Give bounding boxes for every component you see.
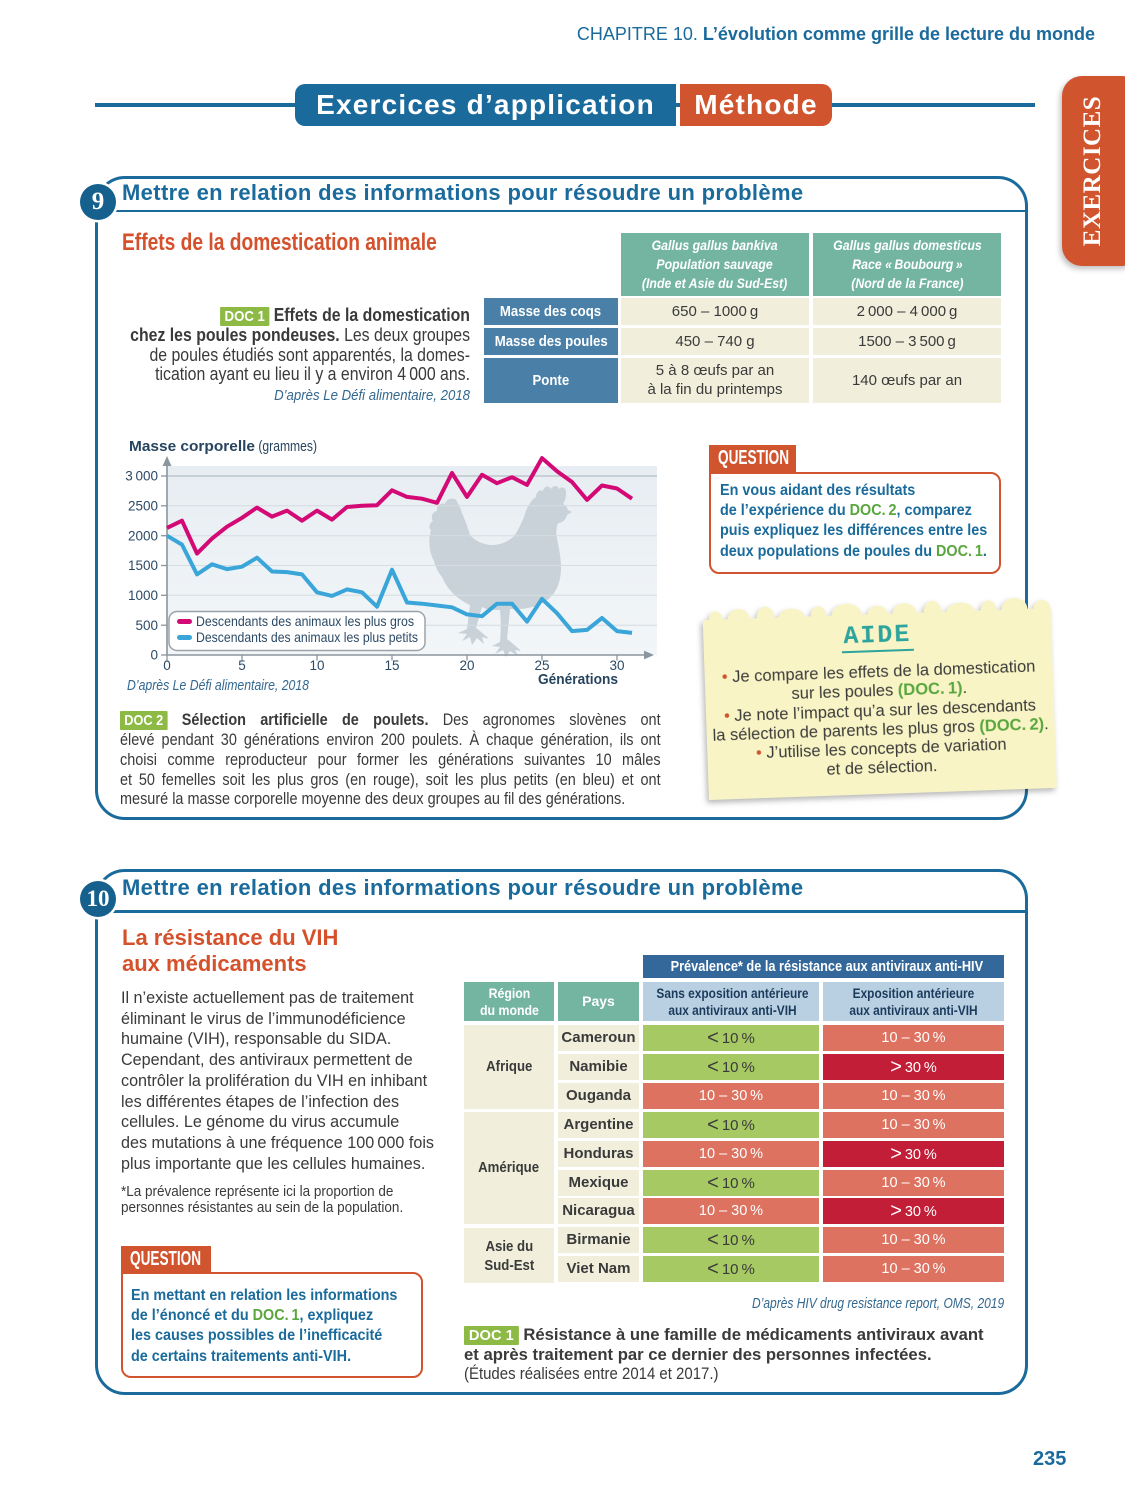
svg-text:500: 500: [135, 618, 158, 633]
svg-text:25: 25: [534, 658, 549, 673]
svg-text:1500: 1500: [128, 558, 158, 573]
svg-text:30: 30: [609, 658, 624, 673]
svg-text:20: 20: [459, 658, 474, 673]
svg-text:2000: 2000: [128, 528, 158, 543]
svg-text:Descendants des animaux les pl: Descendants des animaux les plus gros: [196, 613, 414, 629]
svg-text:D’après Le Défi alimentaire, 2: D’après Le Défi alimentaire, 2018: [127, 677, 310, 694]
svg-text:2500: 2500: [128, 499, 158, 514]
svg-text:3 000: 3 000: [125, 469, 158, 484]
svg-text:15: 15: [384, 658, 399, 673]
svg-text:Générations: Générations: [538, 671, 618, 688]
svg-text:10: 10: [309, 658, 324, 673]
svg-text:0: 0: [163, 658, 171, 673]
svg-text:Masse corporelle (grammes): Masse corporelle (grammes): [129, 438, 317, 455]
svg-text:1000: 1000: [128, 588, 158, 603]
svg-text:Descendants des animaux les pl: Descendants des animaux les plus petits: [196, 629, 418, 645]
svg-text:0: 0: [150, 648, 158, 663]
svg-text:5: 5: [238, 658, 246, 673]
